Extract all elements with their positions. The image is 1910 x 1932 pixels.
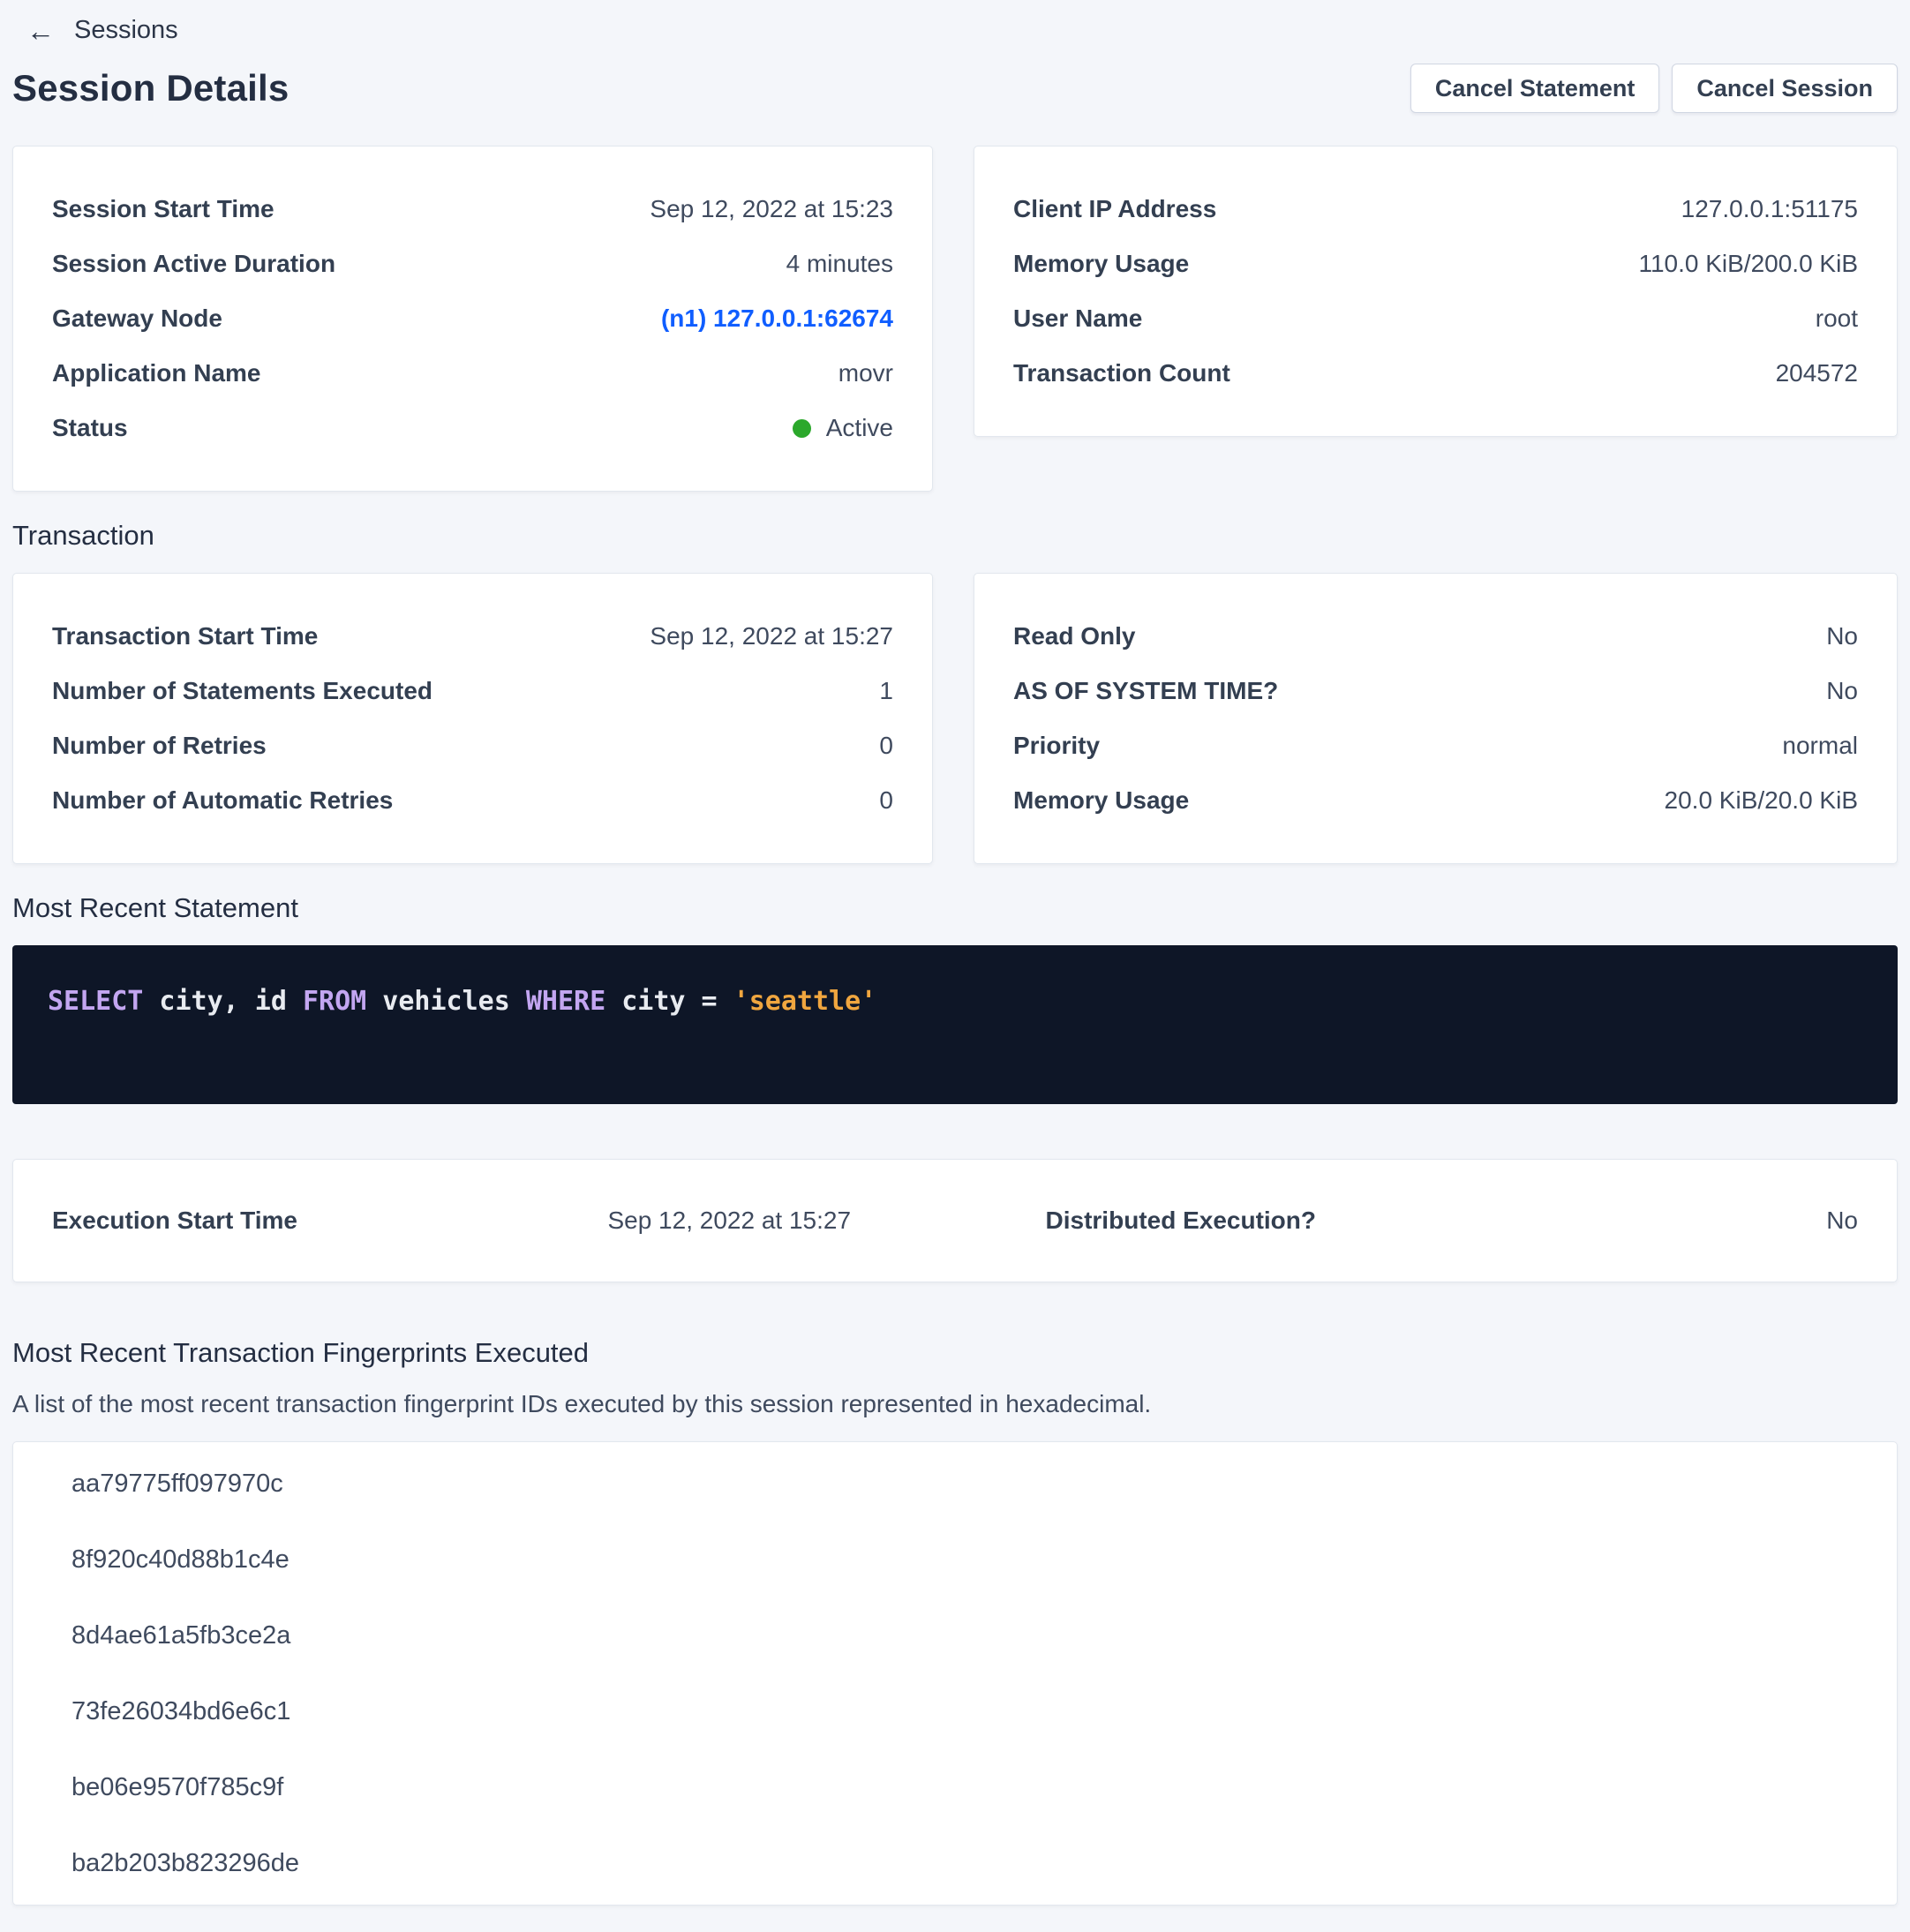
info-row: Transaction Start Time Sep 12, 2022 at 15… [52, 609, 893, 664]
transaction-section-heading: Transaction [12, 520, 154, 551]
info-value: 4 minutes [786, 250, 893, 277]
status-active-dot-icon [792, 418, 811, 438]
info-row: User Name root [1013, 291, 1858, 346]
sql-statement-block: SELECT city, id FROM vehicles WHERE city… [12, 945, 1898, 1104]
fingerprint-item: ba2b203b823296de [71, 1848, 300, 1877]
title-row: Session Details Cancel Statement Cancel … [12, 61, 1898, 116]
info-value: movr [838, 359, 893, 387]
info-value: No [1826, 677, 1858, 704]
info-label: Gateway Node [52, 304, 222, 332]
breadcrumb-label: Sessions [74, 16, 178, 44]
info-row: Session Active Duration 4 minutes [52, 237, 893, 291]
info-row: Read Only No [1013, 609, 1858, 664]
info-row: Client IP Address 127.0.0.1:51175 [1013, 182, 1858, 237]
info-row: Number of Automatic Retries 0 [52, 773, 893, 828]
transaction-info-card: Transaction Start Time Sep 12, 2022 at 15… [12, 573, 933, 864]
info-label: Client IP Address [1013, 195, 1217, 222]
info-row: Status Active [52, 401, 893, 455]
info-label: Number of Statements Executed [52, 677, 432, 704]
info-label: Number of Automatic Retries [52, 786, 394, 814]
info-label: Transaction Count [1013, 359, 1230, 387]
sql-token-kw: WHERE [525, 986, 606, 1017]
info-label: AS OF SYSTEM TIME? [1013, 677, 1279, 704]
execution-start-time-value: Sep 12, 2022 at 15:27 [607, 1207, 852, 1234]
info-label: Memory Usage [1013, 250, 1190, 277]
info-row: Priority normal [1013, 718, 1858, 773]
info-value: normal [1782, 732, 1858, 759]
page-title: Session Details [12, 67, 290, 109]
info-label: Session Active Duration [52, 250, 336, 277]
sql-token-pl: vehicles [366, 986, 526, 1017]
info-label: Application Name [52, 359, 261, 387]
fingerprint-item: 8f920c40d88b1c4e [71, 1545, 290, 1574]
info-row: Memory Usage 20.0 KiB/20.0 KiB [1013, 773, 1858, 828]
sql-token-kw: FROM [303, 986, 367, 1017]
info-value: (n1) 127.0.0.1:62674 [661, 304, 893, 333]
fingerprints-section-description: A list of the most recent transaction fi… [12, 1390, 1152, 1417]
distributed-execution-label: Distributed Execution? [1045, 1207, 1316, 1234]
transaction-row: Transaction Start Time Sep 12, 2022 at 15… [12, 573, 1898, 864]
status-text: Active [825, 414, 893, 441]
info-row: Number of Statements Executed 1 [52, 664, 893, 718]
session-summary-row: Session Start Time Sep 12, 2022 at 15:23 S… [12, 146, 1898, 492]
info-label: Status [52, 414, 128, 441]
fingerprints-card: aa79775ff097970c 8f920c40d88b1c4e 8d4ae61a… [12, 1441, 1898, 1906]
info-value: root [1815, 304, 1858, 332]
info-row: AS OF SYSTEM TIME? No [1013, 664, 1858, 718]
back-arrow-icon: ← [26, 14, 55, 47]
fingerprint-item: 8d4ae61a5fb3ce2a [71, 1620, 291, 1650]
info-row: Gateway Node (n1) 127.0.0.1:62674 [52, 291, 893, 346]
info-label: Read Only [1013, 622, 1136, 650]
info-value: No [1826, 622, 1858, 650]
cancel-statement-button[interactable]: Cancel Statement [1410, 64, 1660, 113]
sql-token-kw: SELECT [48, 986, 144, 1017]
sql-token-pl: city, id [143, 986, 303, 1017]
info-value: 0 [879, 786, 893, 814]
info-row: Application Name movr [52, 346, 893, 401]
info-value: 204572 [1775, 359, 1858, 387]
info-value: Sep 12, 2022 at 15:23 [650, 195, 893, 222]
execution-info-card: Execution Start Time Sep 12, 2022 at 15:… [12, 1159, 1898, 1282]
cancel-session-button[interactable]: Cancel Session [1672, 64, 1898, 113]
session-info-card: Session Start Time Sep 12, 2022 at 15:23 S… [12, 146, 933, 492]
sql-token-pl: city = [605, 986, 733, 1017]
info-label: Memory Usage [1013, 786, 1190, 814]
info-value: 1 [879, 677, 893, 704]
action-buttons: Cancel Statement Cancel Session [1410, 64, 1898, 113]
info-row: Transaction Count 204572 [1013, 346, 1858, 401]
transaction-settings-card: Read Only No AS OF SYSTEM TIME? No Priority n… [974, 573, 1898, 864]
info-row: Number of Retries 0 [52, 718, 893, 773]
info-value: 20.0 KiB/20.0 KiB [1664, 786, 1858, 814]
fingerprints-section-heading: Most Recent Transaction Fingerprints Exe… [12, 1337, 590, 1368]
info-label: Session Start Time [52, 195, 274, 222]
info-value: Active [792, 414, 893, 442]
client-info-card: Client IP Address 127.0.0.1:51175 Memory U… [974, 146, 1898, 437]
gateway-node-link[interactable]: (n1) 127.0.0.1:62674 [660, 304, 893, 332]
info-value: 110.0 KiB/200.0 KiB [1638, 250, 1858, 277]
fingerprint-item: aa79775ff097970c [71, 1469, 283, 1498]
sql-token-str: 'seattle' [733, 986, 877, 1017]
info-row: Session Start Time Sep 12, 2022 at 15:23 [52, 182, 893, 237]
statement-section-heading: Most Recent Statement [12, 892, 298, 923]
info-value: 127.0.0.1:51175 [1681, 195, 1858, 222]
fingerprint-item: be06e9570f785c9f [71, 1772, 284, 1801]
info-label: Number of Retries [52, 732, 267, 759]
info-value: 0 [879, 732, 893, 759]
distributed-execution-value: No [1826, 1207, 1858, 1234]
execution-start-time-label: Execution Start Time [52, 1207, 298, 1234]
info-label: Priority [1013, 732, 1101, 759]
info-row: Memory Usage 110.0 KiB/200.0 KiB [1013, 237, 1858, 291]
fingerprint-item: 73fe26034bd6e6c1 [71, 1696, 291, 1725]
info-label: Transaction Start Time [52, 622, 319, 650]
breadcrumb-back-sessions[interactable]: ← Sessions [12, 0, 178, 45]
info-label: User Name [1013, 304, 1143, 332]
info-value: Sep 12, 2022 at 15:27 [650, 622, 893, 650]
